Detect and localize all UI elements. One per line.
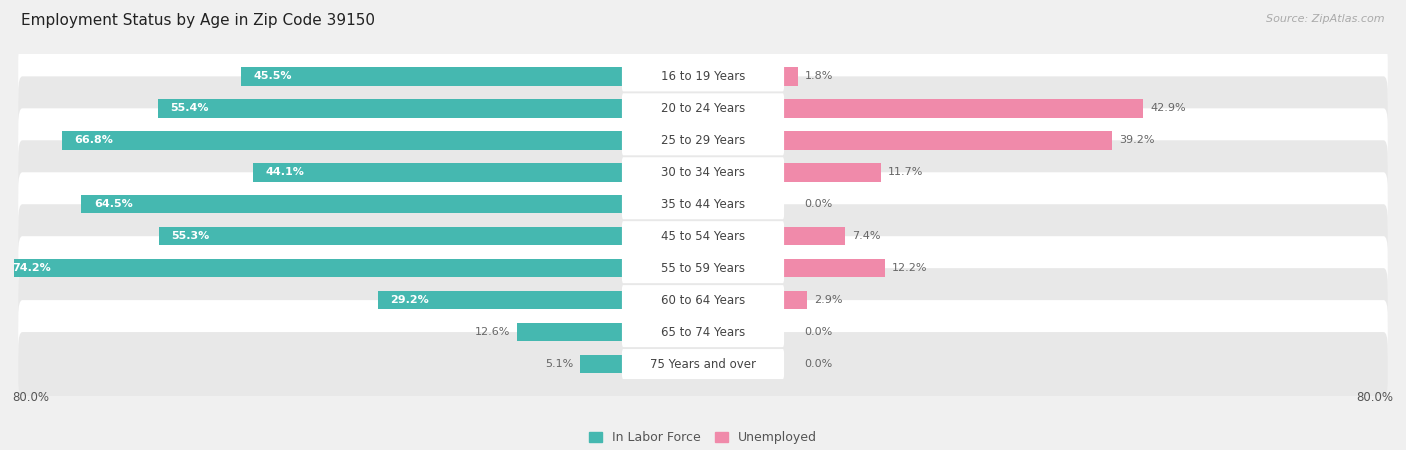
FancyBboxPatch shape bbox=[18, 332, 1388, 396]
Text: 25 to 29 Years: 25 to 29 Years bbox=[661, 134, 745, 147]
Text: 55.4%: 55.4% bbox=[170, 104, 209, 113]
Bar bbox=[783, 99, 1143, 117]
FancyBboxPatch shape bbox=[621, 125, 785, 155]
FancyBboxPatch shape bbox=[18, 236, 1388, 300]
Bar bbox=[240, 67, 623, 86]
Text: 66.8%: 66.8% bbox=[75, 135, 114, 145]
FancyBboxPatch shape bbox=[621, 93, 785, 123]
Text: 55 to 59 Years: 55 to 59 Years bbox=[661, 261, 745, 274]
Text: 29.2%: 29.2% bbox=[391, 295, 429, 305]
Text: 5.1%: 5.1% bbox=[546, 359, 574, 369]
Text: 0.0%: 0.0% bbox=[804, 359, 832, 369]
Bar bbox=[0, 259, 623, 277]
FancyBboxPatch shape bbox=[18, 45, 1388, 108]
Text: 12.6%: 12.6% bbox=[475, 327, 510, 337]
Text: 60 to 64 Years: 60 to 64 Years bbox=[661, 293, 745, 306]
Bar bbox=[253, 163, 623, 181]
Text: 80.0%: 80.0% bbox=[13, 391, 49, 404]
Text: 7.4%: 7.4% bbox=[852, 231, 880, 241]
Text: 20 to 24 Years: 20 to 24 Years bbox=[661, 102, 745, 115]
FancyBboxPatch shape bbox=[18, 108, 1388, 172]
FancyBboxPatch shape bbox=[621, 157, 785, 187]
Text: 44.1%: 44.1% bbox=[266, 167, 304, 177]
FancyBboxPatch shape bbox=[621, 189, 785, 219]
FancyBboxPatch shape bbox=[18, 76, 1388, 140]
FancyBboxPatch shape bbox=[18, 140, 1388, 204]
Legend: In Labor Force, Unemployed: In Labor Force, Unemployed bbox=[589, 432, 817, 445]
FancyBboxPatch shape bbox=[18, 268, 1388, 332]
Bar bbox=[159, 227, 623, 245]
Text: 64.5%: 64.5% bbox=[94, 199, 132, 209]
Bar bbox=[581, 355, 623, 374]
FancyBboxPatch shape bbox=[18, 300, 1388, 364]
Text: 11.7%: 11.7% bbox=[887, 167, 924, 177]
FancyBboxPatch shape bbox=[621, 61, 785, 91]
Text: 30 to 34 Years: 30 to 34 Years bbox=[661, 166, 745, 179]
Bar bbox=[783, 259, 886, 277]
Bar bbox=[783, 131, 1112, 149]
FancyBboxPatch shape bbox=[621, 317, 785, 347]
Bar bbox=[62, 131, 623, 149]
Text: 1.8%: 1.8% bbox=[804, 72, 832, 81]
Text: 74.2%: 74.2% bbox=[13, 263, 51, 273]
Text: 2.9%: 2.9% bbox=[814, 295, 842, 305]
Bar bbox=[783, 67, 799, 86]
Text: 55.3%: 55.3% bbox=[172, 231, 209, 241]
Text: 75 Years and over: 75 Years and over bbox=[650, 358, 756, 370]
FancyBboxPatch shape bbox=[621, 221, 785, 251]
Bar bbox=[378, 291, 623, 310]
Text: 35 to 44 Years: 35 to 44 Years bbox=[661, 198, 745, 211]
Text: Employment Status by Age in Zip Code 39150: Employment Status by Age in Zip Code 391… bbox=[21, 14, 375, 28]
Text: 0.0%: 0.0% bbox=[804, 327, 832, 337]
Bar bbox=[157, 99, 623, 117]
Text: 12.2%: 12.2% bbox=[891, 263, 928, 273]
Bar bbox=[82, 195, 623, 213]
Text: 45.5%: 45.5% bbox=[253, 72, 292, 81]
FancyBboxPatch shape bbox=[621, 253, 785, 283]
Text: 45 to 54 Years: 45 to 54 Years bbox=[661, 230, 745, 243]
Bar bbox=[783, 227, 845, 245]
FancyBboxPatch shape bbox=[18, 204, 1388, 268]
Bar bbox=[517, 323, 623, 342]
Text: 16 to 19 Years: 16 to 19 Years bbox=[661, 70, 745, 83]
FancyBboxPatch shape bbox=[621, 349, 785, 379]
Text: Source: ZipAtlas.com: Source: ZipAtlas.com bbox=[1267, 14, 1385, 23]
Text: 0.0%: 0.0% bbox=[804, 199, 832, 209]
Bar bbox=[783, 291, 807, 310]
Text: 80.0%: 80.0% bbox=[1357, 391, 1393, 404]
Text: 39.2%: 39.2% bbox=[1119, 135, 1154, 145]
Bar bbox=[783, 163, 882, 181]
FancyBboxPatch shape bbox=[621, 285, 785, 315]
Text: 42.9%: 42.9% bbox=[1150, 104, 1185, 113]
FancyBboxPatch shape bbox=[18, 172, 1388, 236]
Text: 65 to 74 Years: 65 to 74 Years bbox=[661, 325, 745, 338]
